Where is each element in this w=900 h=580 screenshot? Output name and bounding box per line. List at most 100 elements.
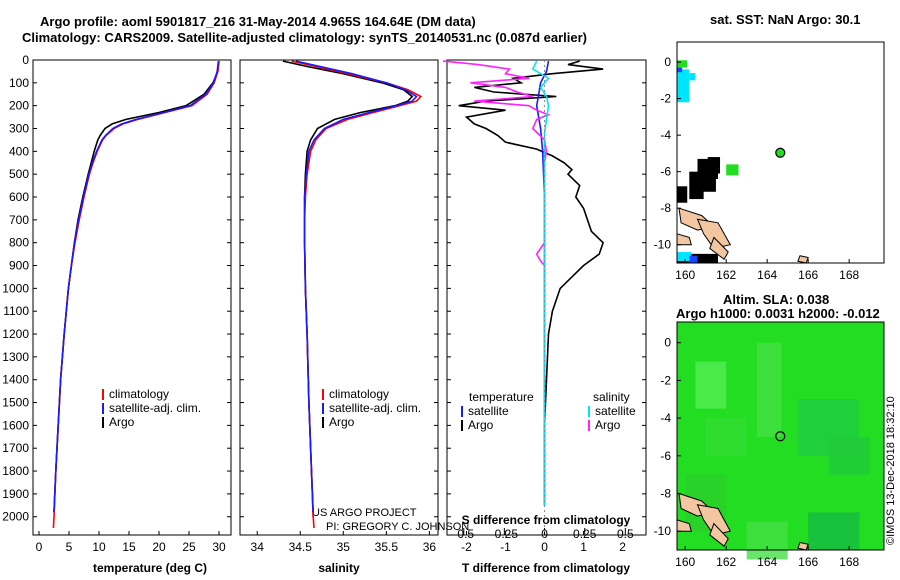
profile-frame-1: [239, 59, 439, 536]
s-tick-label: 0: [541, 527, 548, 541]
x-tick-label: 35: [337, 540, 351, 554]
map-frame: [676, 321, 885, 551]
map-lat-label: -10: [654, 238, 672, 252]
x-tick-label: 20: [152, 540, 166, 554]
map2-title-2: Argo h1000: 0.0031 h2000: -0.012: [676, 306, 880, 321]
map-lat-label: -8: [660, 486, 671, 500]
s-tick-label: 0.5: [617, 527, 634, 541]
map-lon-label: 162: [716, 555, 736, 569]
map-lat-label: -8: [660, 201, 671, 215]
map2-title-1: Altim. SLA: 0.038: [723, 292, 829, 307]
sla-patch: [705, 418, 747, 456]
series-line: [531, 60, 550, 506]
x-axis-label: salinity: [318, 561, 360, 575]
series-line: [53, 61, 220, 513]
series-line: [52, 61, 220, 529]
legend-temp-label: satellite-adj. clim.: [109, 401, 201, 415]
depth-tick-label: 1100: [3, 304, 29, 318]
depth-tick-label: 400: [9, 144, 29, 158]
x-tick-label: 34.5: [289, 540, 313, 554]
profile-frame-2: [446, 59, 647, 536]
depth-tick-label: 200: [9, 99, 29, 113]
sla-patch: [808, 512, 860, 550]
map-lon-label: 168: [839, 268, 859, 282]
series-line: [295, 60, 418, 513]
island: [709, 522, 729, 547]
sst-cell: [677, 67, 683, 73]
island: [797, 541, 809, 551]
sst-cell: [677, 252, 692, 262]
series-line: [53, 61, 220, 513]
x-axis-label: T difference from climatology: [462, 561, 630, 575]
map-lon-label: 168: [839, 555, 859, 569]
map-lat-label: -2: [660, 373, 671, 387]
s-tick-label: -0.5: [453, 527, 474, 541]
map-lon-label: 166: [798, 268, 818, 282]
diff-legend-text: Argo: [468, 418, 494, 432]
depth-tick-label: 1200: [2, 327, 29, 341]
map-lon-label: 164: [757, 268, 777, 282]
series-line: [535, 60, 550, 506]
depth-tick-label: 1300: [2, 350, 29, 364]
sla-patch: [746, 521, 788, 560]
legend-sal-label: Argo: [329, 415, 355, 429]
diff-legend-text: satellite: [468, 404, 509, 418]
depth-tick-label: 1600: [2, 418, 29, 432]
map-lat-label: -10: [654, 524, 672, 538]
watermark-line-2: PI: GREGORY C. JOHNSON: [326, 521, 469, 533]
sst-cell: [677, 60, 688, 68]
legend-sal-label: satellite-adj. clim.: [329, 401, 421, 415]
sst-cell: [677, 186, 688, 203]
map-lat-label: -4: [660, 128, 671, 142]
depth-tick-label: 2000: [2, 510, 29, 524]
x-tick-label: 35.5: [375, 540, 399, 554]
x-tick-label: 25: [182, 540, 196, 554]
sst-cell: [689, 255, 698, 263]
watermark-line-1: US ARGO PROJECT: [312, 507, 417, 519]
sst-cell: [726, 164, 739, 176]
x-tick-label: -1: [500, 540, 511, 554]
diff-legend-salinity: salinity: [593, 390, 630, 404]
sst-cell: [695, 178, 716, 192]
map-lon-label: 160: [675, 268, 695, 282]
map-lat-label: -6: [660, 449, 671, 463]
island: [797, 255, 809, 264]
diff-legend-text: Argo: [595, 418, 621, 432]
profile-frame-0: [32, 59, 232, 536]
x-axis-label: temperature (deg C): [93, 561, 207, 575]
s-axis-label: S difference from climatology: [462, 513, 631, 527]
depth-tick-label: 700: [9, 213, 29, 227]
map-frame: [676, 41, 885, 264]
x-tick-label: 30: [212, 540, 226, 554]
legend-temp-label: climatology: [109, 387, 169, 401]
island: [709, 236, 729, 261]
depth-tick-label: 300: [9, 122, 29, 136]
x-tick-label: 0: [541, 540, 548, 554]
plots-layer: 0100200300400500600700800900100011001200…: [2, 41, 885, 575]
x-tick-label: 34: [251, 540, 265, 554]
map-sla: [676, 321, 885, 560]
map-lat-label: -6: [660, 165, 671, 179]
x-tick-label: 10: [92, 540, 106, 554]
map-lon-label: 164: [757, 555, 777, 569]
map-lon-label: 160: [675, 555, 695, 569]
x-tick-label: 36: [423, 540, 437, 554]
sla-patch: [695, 361, 727, 409]
sst-cell: [677, 69, 690, 103]
map1-title: sat. SST: NaN Argo: 30.1: [710, 12, 861, 27]
depth-tick-label: 1400: [2, 373, 29, 387]
s-tick-label: -0.25: [491, 527, 519, 541]
x-tick-label: 15: [122, 540, 136, 554]
depth-tick-label: 1700: [2, 441, 29, 455]
float-marker: [775, 147, 786, 158]
x-tick-label: 0: [36, 540, 43, 554]
title-line-2: Climatology: CARS2009. Satellite-adjuste…: [22, 30, 587, 45]
s-tick-label: 0.25: [573, 527, 597, 541]
map-lat-label: 0: [664, 55, 671, 69]
x-tick-label: 2: [619, 540, 626, 554]
legend-temp-label: Argo: [109, 415, 135, 429]
series-line: [458, 60, 605, 506]
map-lon-label: 166: [798, 555, 818, 569]
depth-tick-label: 100: [9, 76, 29, 90]
